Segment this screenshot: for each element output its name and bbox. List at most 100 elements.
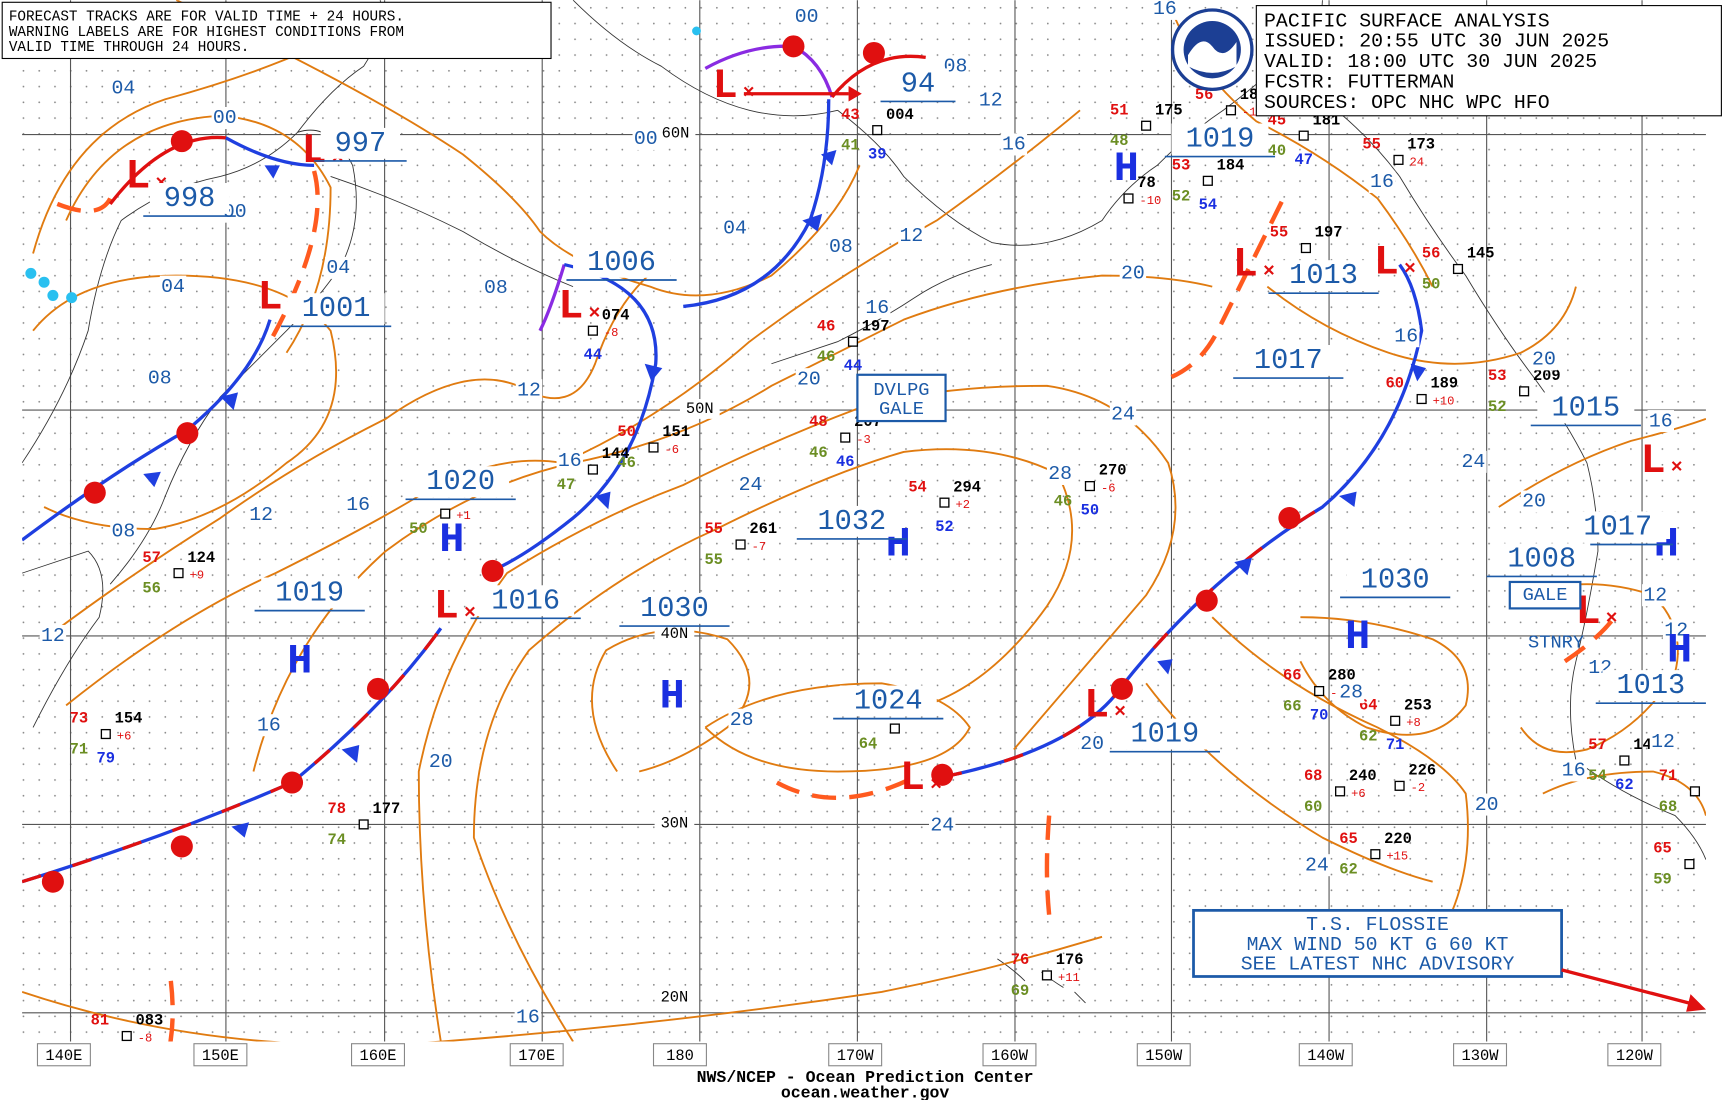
- pressure-tendency: -6: [1101, 481, 1116, 495]
- pressure-tendency: -8: [138, 1031, 153, 1045]
- lon-label: 170W: [837, 1047, 875, 1065]
- high-center: H: [1345, 613, 1370, 661]
- isobar-label-bg: [728, 708, 755, 731]
- visibility: 70: [1310, 706, 1329, 724]
- pressure-label: 1030: [1361, 563, 1430, 596]
- isobar-label-bg: [211, 106, 239, 130]
- pressure: 145: [1467, 245, 1495, 263]
- pressure-label: 94: [901, 67, 935, 100]
- isobar-label-bg: [344, 493, 372, 516]
- pressure-label-bg: [261, 577, 359, 609]
- dewpoint: 55: [704, 551, 723, 569]
- advisory-arrow: [1561, 968, 1698, 1007]
- station-marker: [1298, 130, 1309, 141]
- temperature: 50: [617, 423, 636, 441]
- station-marker: [1202, 175, 1213, 186]
- pressure-tendency: 24: [1410, 155, 1425, 169]
- isobar-label-bg: [482, 276, 510, 299]
- pressure-label-bg: [287, 293, 385, 325]
- note-line: FORECAST TRACKS ARE FOR VALID TIME + 24 …: [9, 9, 404, 25]
- info-line: SOURCES: OPC NHC WPC HFO: [1264, 91, 1550, 114]
- isobar-label-bg: [929, 814, 956, 837]
- low-center-x: ×: [1606, 607, 1618, 630]
- dewpoint: 46: [817, 348, 836, 366]
- isobar-label: 12: [517, 378, 541, 401]
- station-marker: [939, 497, 950, 508]
- temperature: 53: [1172, 156, 1191, 174]
- dewpoint: 66: [1283, 698, 1302, 716]
- isobar-label-bg: [1520, 490, 1548, 513]
- map-labels: 20N 30N 40N 50N 60N 04 00 00 04 04 08 08 12 16 12 16 20 0…: [39, 0, 1706, 1028]
- lon-label-box: [652, 1043, 707, 1067]
- temperature: 65: [1653, 840, 1671, 858]
- isobar-label-bg: [556, 449, 583, 472]
- pressure: 184: [1217, 156, 1245, 174]
- lat-label: 60N: [662, 125, 690, 143]
- dewpoint: 64: [859, 735, 878, 753]
- isobar-label: 28: [1048, 462, 1072, 485]
- pressure-label: 1030: [640, 592, 709, 625]
- isobar-label: 20: [1522, 490, 1546, 513]
- station-marker: [1684, 859, 1695, 870]
- noaa-logo: [1170, 8, 1254, 91]
- lon-label: 170E: [518, 1047, 555, 1065]
- temperature: 60: [1385, 375, 1404, 393]
- temperature: 55: [704, 520, 723, 538]
- troughs: [56, 170, 1617, 1042]
- low-center: L: [1084, 681, 1109, 729]
- pressure-tendency: +2: [955, 498, 970, 512]
- isobar-label: 16: [516, 1005, 540, 1028]
- isobar-label-bg: [247, 503, 275, 526]
- dewpoint: 56: [142, 580, 161, 598]
- lat-label-box: [654, 813, 695, 834]
- isobar-label-bg: [1078, 732, 1106, 755]
- warning-label: GALE: [879, 398, 924, 420]
- isobar-label: 20: [1475, 793, 1499, 816]
- lon-label: 140W: [1307, 1047, 1345, 1065]
- pressure: 004: [886, 106, 914, 124]
- station-marker: [1619, 755, 1630, 766]
- isobar-label: 20: [797, 367, 821, 390]
- pressure: 083: [136, 1012, 164, 1030]
- dewpoint: 62: [1339, 861, 1357, 879]
- isobar-label: 08: [148, 366, 172, 389]
- lat-label: 50N: [686, 400, 714, 418]
- isobar-label-bg: [146, 367, 174, 390]
- lat-label: 20N: [661, 989, 689, 1007]
- pressure-label-bg: [803, 505, 901, 537]
- isobar-label: 16: [865, 296, 889, 319]
- isobar-label-bg: [255, 714, 283, 737]
- lon-label: 150E: [202, 1047, 239, 1065]
- info-line: ISSUED: 20:55 UTC 30 JUN 2025: [1264, 30, 1609, 53]
- pressure-tendency: -2: [1411, 781, 1426, 795]
- temperature: 46: [817, 317, 836, 335]
- isobar-label-bg: [1000, 133, 1028, 156]
- pressure: 173: [1407, 136, 1435, 154]
- ice-dots: [25, 26, 701, 304]
- visibility: 47: [1294, 151, 1313, 169]
- isobar-label: 04: [161, 275, 185, 298]
- pressure: 154: [115, 710, 143, 728]
- isobar-label-bg: [110, 520, 137, 543]
- pressure-label: 1019: [1186, 123, 1255, 156]
- isobar-label: 16: [1370, 170, 1394, 193]
- pressure-tendency: +6: [1351, 787, 1366, 801]
- isobar-label-bg: [737, 473, 764, 496]
- pressure-label: 1017: [1583, 510, 1652, 543]
- isobar-label-bg: [325, 256, 352, 279]
- temperature: 57: [142, 549, 161, 567]
- visibility: 39: [868, 145, 887, 163]
- pressure-tendency: +15: [1386, 850, 1408, 864]
- temperature: 51: [1110, 101, 1129, 119]
- isobar-label-bg: [864, 296, 891, 319]
- pressure: 124: [187, 549, 215, 567]
- isobar-label: 00: [634, 127, 658, 150]
- pressure-label: 1013: [1289, 259, 1358, 292]
- temperature: 55: [1270, 224, 1289, 242]
- dewpoint: 47: [557, 476, 576, 494]
- lon-label: 130W: [1462, 1047, 1500, 1065]
- isobar-label-bg: [1337, 681, 1365, 704]
- station-marker: [1390, 715, 1401, 726]
- high-center: H: [439, 516, 464, 564]
